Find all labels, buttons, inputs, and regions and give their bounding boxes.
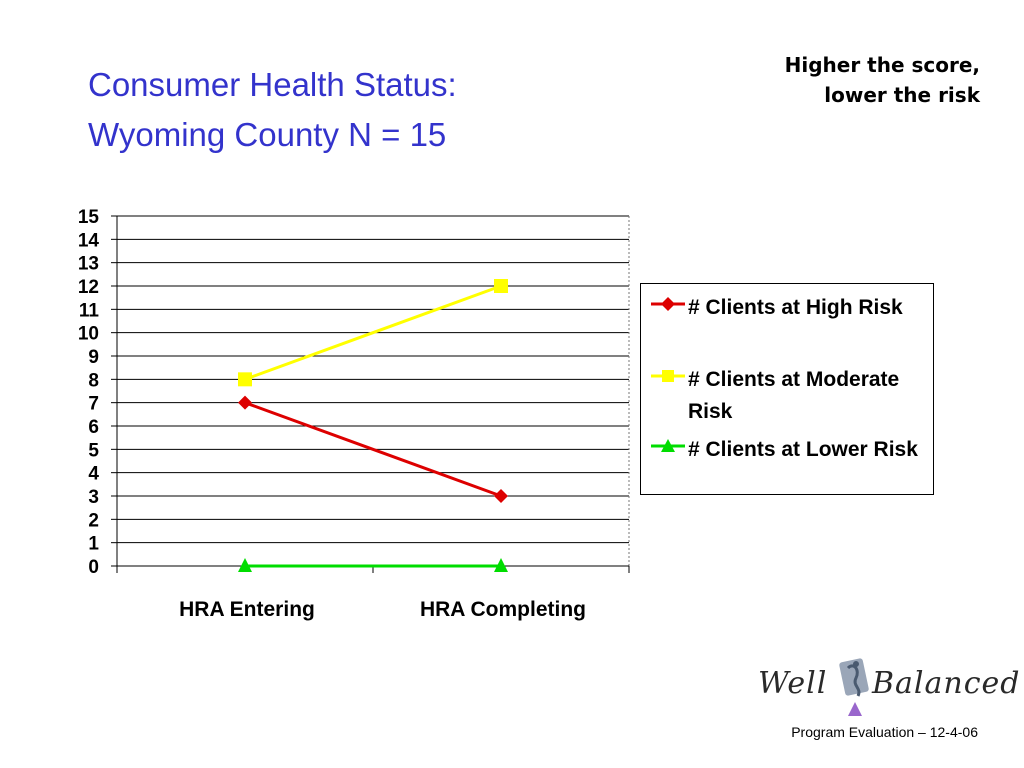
y-tick-label-0: 0 [88, 557, 99, 578]
legend-swatch-lower-risk [651, 439, 685, 452]
score-note: Higher the score, lower the risk [785, 50, 980, 110]
data-point-moderate-risk-0 [238, 372, 252, 387]
series-layer [238, 279, 508, 572]
logo-word-right: Balanced [872, 666, 1021, 701]
x-tick-label-1: HRA Completing [420, 598, 586, 621]
y-tick-label-12: 12 [78, 277, 99, 298]
legend-label-high-risk: # Clients at High Risk [688, 296, 903, 319]
y-tick-label-1: 1 [88, 534, 99, 555]
well-balanced-logo: Well Balanced [758, 656, 1020, 718]
x-tick-labels: HRA Entering HRA Completing [179, 598, 586, 621]
y-tick-label-7: 7 [88, 394, 99, 415]
series-line-high-risk [244, 401, 502, 498]
balance-figure-icon [839, 658, 869, 716]
data-point-high-risk-0 [238, 395, 252, 410]
y-tick-label-4: 4 [88, 464, 99, 485]
chart-legend: # Clients at High Risk # Clients at Mode… [640, 283, 934, 495]
legend-label-lower-risk: # Clients at Lower Risk [688, 438, 918, 461]
y-tick-label-5: 5 [88, 440, 99, 461]
y-tick-label-3: 3 [88, 487, 99, 508]
logo-word-left: Well [758, 666, 828, 701]
y-tick-label-13: 13 [78, 254, 99, 275]
y-tick-label-2: 2 [88, 510, 99, 531]
legend-swatch-high-risk [651, 297, 685, 311]
grid-lines [117, 215, 629, 544]
data-point-moderate-risk-1 [494, 279, 508, 293]
y-tick-label-15: 15 [78, 207, 100, 228]
data-point-high-risk-1 [494, 489, 508, 503]
x-tick-label-0: HRA Entering [179, 598, 315, 621]
slide-title: Consumer Health Status: Wyoming County N… [88, 60, 457, 160]
y-tick-label-9: 9 [88, 347, 99, 368]
score-note-line-2: lower the risk [824, 83, 980, 107]
slide-title-line-2: Wyoming County N = 15 [88, 116, 447, 153]
y-tick-label-11: 11 [79, 300, 100, 321]
footer-text: Program Evaluation – 12-4-06 [791, 724, 978, 740]
legend-swatch-moderate-risk [651, 370, 685, 382]
legend-label-moderate-risk: # Clients at Moderate Risk [688, 368, 900, 423]
y-tick-label-14: 14 [78, 230, 100, 251]
y-tick-label-10: 10 [78, 324, 99, 345]
slide-title-line-1: Consumer Health Status: [88, 66, 457, 103]
data-point-lower-risk-1 [494, 558, 508, 572]
series-line-moderate-risk [244, 284, 502, 381]
y-tick-label-6: 6 [88, 417, 99, 438]
data-point-lower-risk-0 [238, 558, 252, 572]
y-tick-label-8: 8 [88, 370, 99, 391]
score-note-line-1: Higher the score, [784, 53, 980, 77]
